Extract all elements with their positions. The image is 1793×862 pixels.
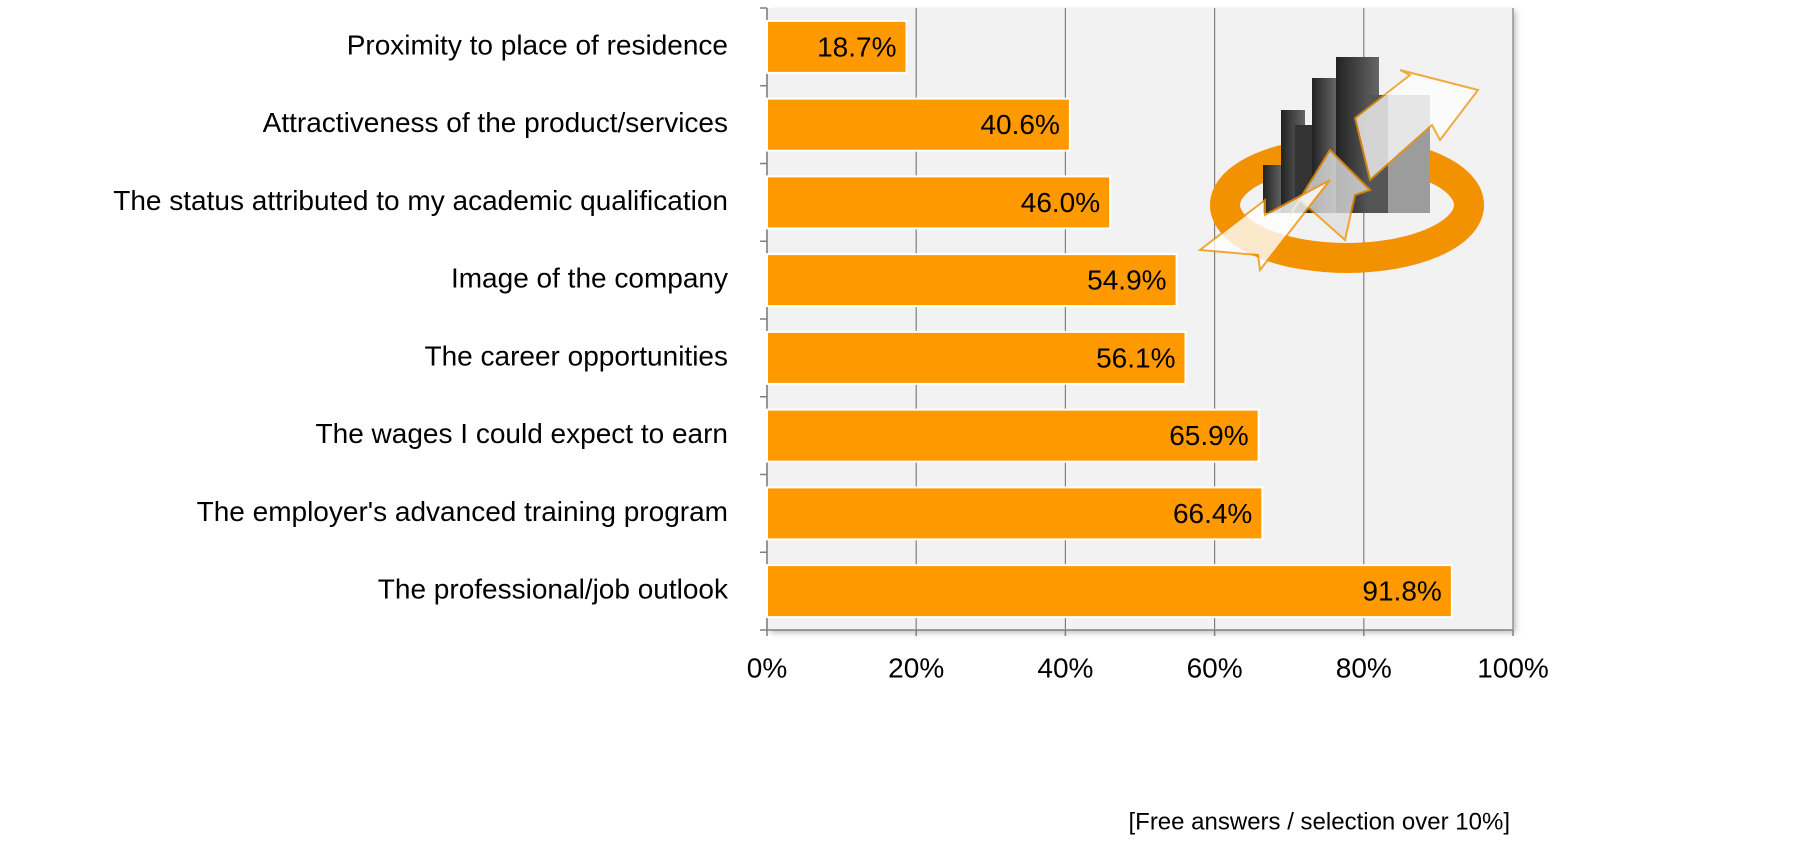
annotation: [Free answers / selection over 10%] <box>1128 808 1510 835</box>
x-tick-label: 80% <box>1336 652 1392 683</box>
bar <box>766 97 1071 152</box>
decorative-icon <box>1197 57 1484 273</box>
bar <box>766 564 1453 619</box>
y-tick-label: Proximity to place of residence <box>347 29 728 60</box>
y-tick-label: The professional/job outlook <box>378 574 729 605</box>
x-tick-label: 40% <box>1037 652 1093 683</box>
data-label: 46.0% <box>1021 187 1100 218</box>
data-label: 91.8% <box>1362 576 1441 607</box>
bar <box>766 175 1112 230</box>
y-tick-label: Attractiveness of the product/services <box>263 107 728 138</box>
x-tick-label: 0% <box>747 652 787 683</box>
x-tick-label: 60% <box>1187 652 1243 683</box>
y-tick-label: The career opportunities <box>424 340 728 371</box>
y-tick-label: The status attributed to my academic qua… <box>113 185 728 216</box>
x-tick-label: 20% <box>888 652 944 683</box>
y-tick-label: The employer's advanced training program <box>197 496 728 527</box>
data-label: 56.1% <box>1096 342 1175 373</box>
bar <box>766 330 1187 385</box>
data-label: 54.9% <box>1087 265 1166 296</box>
data-label: 40.6% <box>980 109 1059 140</box>
x-tick-label: 100% <box>1477 652 1549 683</box>
bar <box>766 253 1178 308</box>
bar <box>766 19 908 74</box>
bar <box>766 486 1264 541</box>
y-tick-label: Image of the company <box>451 263 728 294</box>
data-label: 18.7% <box>817 31 896 62</box>
y-tick-label: The wages I could expect to earn <box>316 418 728 449</box>
data-label: 65.9% <box>1169 420 1248 451</box>
data-label: 66.4% <box>1173 498 1252 529</box>
bar <box>766 408 1260 463</box>
